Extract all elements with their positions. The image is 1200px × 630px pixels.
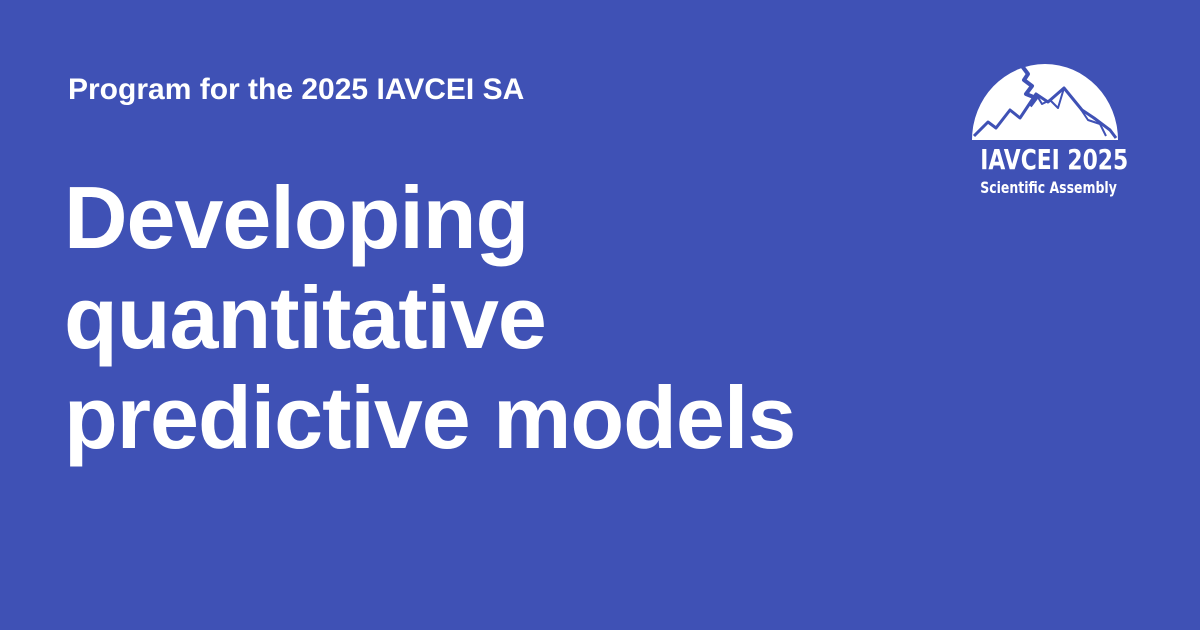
logo-title: IAVCEI 2025 [980, 143, 1129, 176]
title-line-1: Developing [64, 168, 529, 267]
iavcei-logo: IAVCEI 2025 Scientific Assembly [962, 58, 1128, 208]
volcano-dome-icon [972, 64, 1118, 140]
program-label: Program for the 2025 IAVCEI SA [68, 73, 525, 106]
page-title: Developing quantitative predictive model… [64, 168, 924, 468]
logo-subtitle: Scientific Assembly [980, 178, 1117, 197]
title-line-2: quantitative [64, 268, 547, 367]
title-line-3: predictive models [64, 368, 796, 467]
